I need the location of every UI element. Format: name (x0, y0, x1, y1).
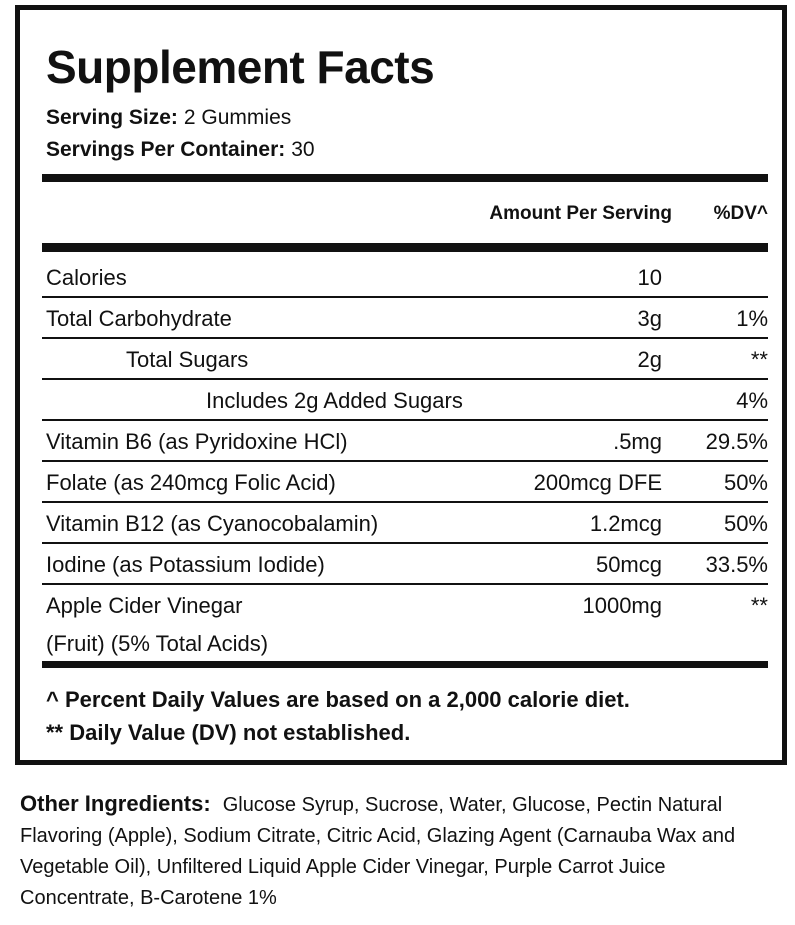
footnote: ^ Percent Daily Values are based on a 2,… (46, 687, 630, 712)
row: Calories 10 (42, 257, 768, 298)
other-ingredients-text: Glucose Syrup, Sucrose, Water, Glucose, … (20, 794, 736, 909)
amount-header: Amount Per Serving (489, 203, 672, 224)
amount: .5mg (613, 429, 662, 454)
serving-size-value: 2 Gummies (183, 106, 292, 129)
dv: 1% (736, 306, 768, 331)
dv: 29.5% (705, 429, 768, 454)
nutrient-rows: Calories 10 Total Carbohydrate 3g 1% Total … (42, 257, 768, 665)
dv: ** (750, 347, 768, 372)
footnote: ** Daily Value (DV) not established. (46, 720, 411, 745)
row: Total Carbohydrate 3g 1% (42, 298, 768, 339)
amount: 1.2mcg (589, 511, 662, 536)
amount: 2g (637, 347, 662, 372)
supplement-facts-panel: Supplement Facts Serving Size: 2 Gummies … (15, 5, 787, 765)
dv: 50% (723, 511, 768, 536)
row: Iodine (as Potassium Iodide) 50mcg 33.5% (42, 544, 768, 585)
divider (42, 174, 768, 182)
nutrient: Apple Cider Vinegar (46, 593, 243, 618)
title: Supplement Facts (46, 41, 435, 93)
dv: 4% (736, 388, 768, 413)
amount: 50mcg (595, 552, 662, 577)
nutrient: Total Carbohydrate (46, 306, 232, 331)
amount: 200mcg DFE (533, 470, 662, 495)
amount: 3g (637, 306, 662, 331)
servings-label: Servings Per Container: (46, 138, 286, 161)
serving-size-label: Serving Size: (46, 106, 178, 129)
nutrient: Iodine (as Potassium Iodide) (46, 552, 325, 577)
row: Total Sugars 2g ** (42, 339, 768, 380)
divider (42, 661, 768, 668)
other-ingredients: Other Ingredients: Glucose Syrup, Sucrose… (20, 788, 760, 914)
nutrient: Vitamin B12 (as Cyanocobalamin) (46, 511, 379, 536)
nutrient: Includes 2g Added Sugars (206, 388, 463, 413)
nutrient: Vitamin B6 (as Pyridoxine HCl) (46, 429, 348, 454)
row: Vitamin B6 (as Pyridoxine HCl) .5mg 29.5% (42, 421, 768, 462)
amount: 1000mg (582, 593, 662, 618)
nutrient-detail: (Fruit) (5% Total Acids) (46, 631, 269, 656)
servings-per-container: Servings Per Container: 30 (46, 138, 315, 162)
row: Apple Cider Vinegar (Fruit) (5% Total Aci… (42, 585, 768, 665)
nutrient: Folate (as 240mcg Folic Acid) (46, 470, 336, 495)
serving-size: Serving Size: 2 Gummies (46, 106, 291, 130)
nutrient: Calories (46, 265, 127, 290)
column-header: Amount Per Serving %DV^ (42, 203, 768, 233)
row: Folate (as 240mcg Folic Acid) 200mcg DFE 5… (42, 462, 768, 503)
servings-value: 30 (291, 138, 315, 161)
dv-header: %DV^ (713, 203, 768, 224)
amount: 10 (637, 265, 662, 290)
divider (42, 243, 768, 252)
row: Vitamin B12 (as Cyanocobalamin) 1.2mcg 50% (42, 503, 768, 544)
other-ingredients-label: Other Ingredients: (20, 791, 211, 816)
nutrient: Total Sugars (126, 347, 249, 372)
dv: 50% (723, 470, 768, 495)
row: Includes 2g Added Sugars 4% (42, 380, 768, 421)
dv: 33.5% (705, 552, 768, 577)
dv: ** (750, 593, 768, 618)
